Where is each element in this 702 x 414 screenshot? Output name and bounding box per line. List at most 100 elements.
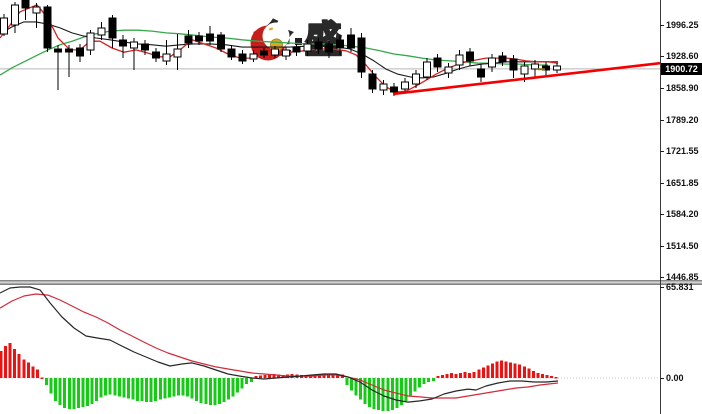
candle: [281, 47, 290, 60]
histogram-bar: [117, 378, 121, 397]
histogram-bar: [404, 378, 408, 401]
candle: [271, 46, 279, 59]
histogram-bar: [545, 375, 549, 378]
histogram-bar: [58, 378, 62, 405]
candle: [162, 39, 171, 65]
histogram-bar: [267, 374, 271, 378]
candle-body: [216, 34, 225, 50]
histogram-bar: [445, 373, 449, 378]
candle-body: [303, 43, 312, 52]
candle: [325, 39, 334, 59]
current-price-value: 1900.72: [665, 63, 698, 74]
histogram-bar: [522, 366, 526, 378]
candle: [422, 58, 431, 81]
histogram-bar: [95, 378, 98, 401]
candle-body: [108, 17, 117, 39]
price-tick-label: 1446.85: [666, 272, 699, 282]
candle: [151, 48, 160, 62]
histogram-bar: [468, 372, 472, 378]
candle-body: [271, 48, 279, 56]
candle-body: [390, 86, 399, 93]
candle-body: [314, 41, 323, 50]
histogram-bar: [245, 378, 249, 385]
histogram-bar: [49, 378, 53, 394]
histogram-bar: [431, 378, 435, 381]
candle-body: [10, 4, 19, 26]
histogram-bar: [0, 351, 3, 378]
candle: [75, 43, 84, 62]
candle: [336, 35, 344, 55]
candle: [130, 38, 139, 71]
candle: [487, 54, 496, 72]
histogram-bar: [258, 375, 262, 378]
histogram-bar: [208, 378, 212, 405]
histogram-bar: [236, 378, 240, 393]
candle: [216, 32, 225, 53]
candle-body: [21, 0, 30, 9]
price-tick-label: 1789.20: [666, 115, 699, 125]
indicator-pane-canvas[interactable]: [0, 286, 660, 414]
candle: [411, 70, 420, 88]
price-tick-label-tick: [660, 120, 664, 121]
candle-body: [260, 50, 269, 56]
candle-body: [346, 34, 355, 49]
histogram-bar: [108, 378, 112, 395]
histogram-bar: [477, 369, 481, 378]
candle: [552, 63, 561, 73]
candle-body: [249, 53, 258, 60]
price-axis: 1996.25 1928.60 1858.90 1789.20 1721.55 1651.…: [660, 0, 702, 414]
histogram-bar: [372, 378, 376, 409]
histogram-bar: [327, 375, 331, 378]
indicator-signal-red-line: [0, 293, 559, 399]
histogram-bar: [409, 378, 412, 396]
candle: [206, 26, 214, 45]
histogram-bar: [81, 378, 85, 407]
candle-body: [32, 6, 41, 14]
histogram-bar: [190, 378, 194, 399]
histogram-bar: [322, 374, 326, 378]
histogram-bar: [113, 378, 117, 396]
histogram-bar: [495, 361, 499, 378]
histogram-bar: [76, 378, 80, 408]
candle: [249, 49, 258, 62]
price-pane-canvas[interactable]: [0, 0, 660, 279]
price-tick-label: 1584.20: [666, 209, 699, 219]
candle: [346, 27, 355, 53]
histogram-bar: [167, 378, 171, 398]
candle: [21, 0, 30, 21]
price-tick-label-tick: [660, 88, 664, 89]
price-tick-label-tick: [660, 56, 664, 57]
histogram-bar: [531, 370, 535, 378]
histogram-bar: [399, 378, 403, 405]
candle: [86, 30, 95, 55]
candle-body: [411, 73, 420, 85]
candle: [357, 32, 366, 78]
candle-body: [542, 65, 550, 71]
histogram-bar: [217, 378, 221, 404]
candle-body: [0, 17, 8, 35]
histogram-bar: [390, 378, 394, 411]
histogram-bar: [99, 378, 103, 398]
candle: [119, 35, 128, 59]
candle-body: [184, 35, 193, 44]
candle: [97, 21, 106, 40]
histogram-bar: [472, 371, 476, 378]
histogram-bar: [126, 378, 130, 399]
histogram-bar: [35, 369, 39, 378]
histogram-bar: [45, 378, 48, 386]
histogram-bar: [31, 366, 35, 378]
histogram-bar: [176, 378, 180, 396]
histogram-bar: [67, 378, 71, 409]
indicator-tick-label: 0.00: [666, 373, 684, 383]
candle: [54, 44, 63, 90]
histogram-bar: [354, 378, 358, 396]
pane-separator[interactable]: [0, 280, 702, 285]
histogram-bar: [281, 375, 285, 378]
histogram-bar: [90, 378, 94, 404]
candle-body: [401, 81, 410, 90]
candle: [108, 15, 117, 48]
histogram-bar: [449, 372, 453, 378]
histogram-bar: [349, 378, 353, 391]
trendline[interactable]: [392, 61, 660, 96]
